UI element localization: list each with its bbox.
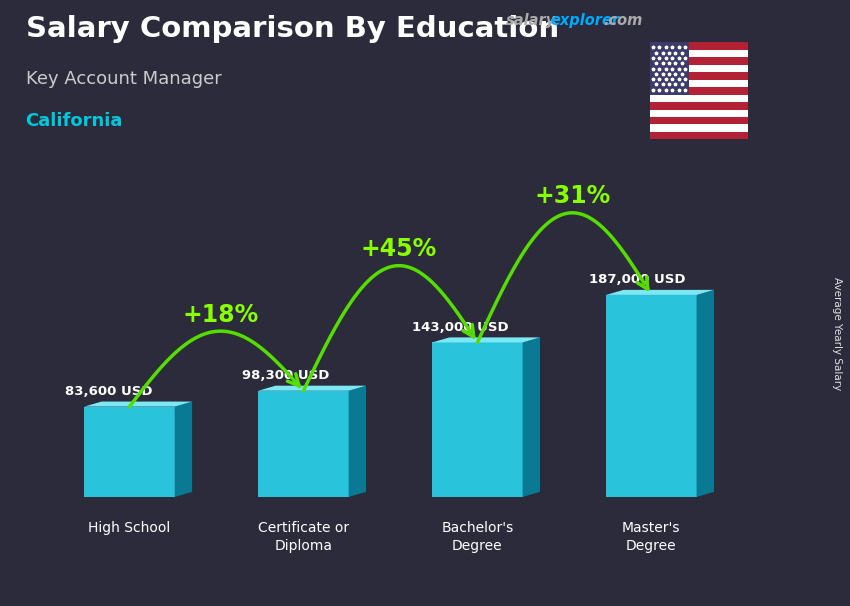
Bar: [650, 58, 748, 65]
Bar: [650, 50, 748, 58]
Bar: [650, 87, 748, 95]
Polygon shape: [523, 338, 540, 497]
Polygon shape: [258, 385, 366, 391]
Text: Master's
Degree: Master's Degree: [622, 521, 681, 553]
Text: explorer: explorer: [551, 13, 620, 28]
Bar: [650, 42, 748, 50]
Bar: [650, 95, 748, 102]
Text: +45%: +45%: [360, 238, 437, 261]
Polygon shape: [175, 402, 192, 497]
Text: Salary Comparison By Education: Salary Comparison By Education: [26, 15, 558, 43]
Text: .com: .com: [604, 13, 643, 28]
Text: California: California: [26, 112, 123, 130]
Polygon shape: [432, 342, 523, 497]
Bar: [650, 65, 748, 72]
Text: Key Account Manager: Key Account Manager: [26, 70, 221, 88]
Text: 98,300 USD: 98,300 USD: [242, 369, 330, 382]
Polygon shape: [696, 290, 714, 497]
Bar: [650, 110, 748, 117]
Text: 83,600 USD: 83,600 USD: [65, 385, 152, 398]
Text: Bachelor's
Degree: Bachelor's Degree: [441, 521, 513, 553]
Polygon shape: [348, 385, 366, 497]
Bar: [650, 117, 748, 124]
Bar: [650, 80, 748, 87]
Bar: [650, 124, 748, 132]
Bar: [650, 42, 689, 95]
Polygon shape: [606, 295, 696, 497]
Text: Average Yearly Salary: Average Yearly Salary: [832, 277, 842, 390]
Polygon shape: [84, 402, 192, 407]
Polygon shape: [432, 338, 540, 342]
Bar: [650, 72, 748, 80]
Text: +18%: +18%: [182, 303, 258, 327]
Polygon shape: [606, 290, 714, 295]
Text: +31%: +31%: [535, 184, 611, 208]
Text: Certificate or
Diploma: Certificate or Diploma: [258, 521, 349, 553]
Bar: [650, 102, 748, 110]
Bar: [650, 132, 748, 139]
Text: High School: High School: [88, 521, 171, 534]
Text: 143,000 USD: 143,000 USD: [411, 321, 508, 334]
Text: salary: salary: [506, 13, 556, 28]
Polygon shape: [84, 407, 175, 497]
Polygon shape: [258, 391, 348, 497]
Text: 187,000 USD: 187,000 USD: [589, 273, 686, 286]
